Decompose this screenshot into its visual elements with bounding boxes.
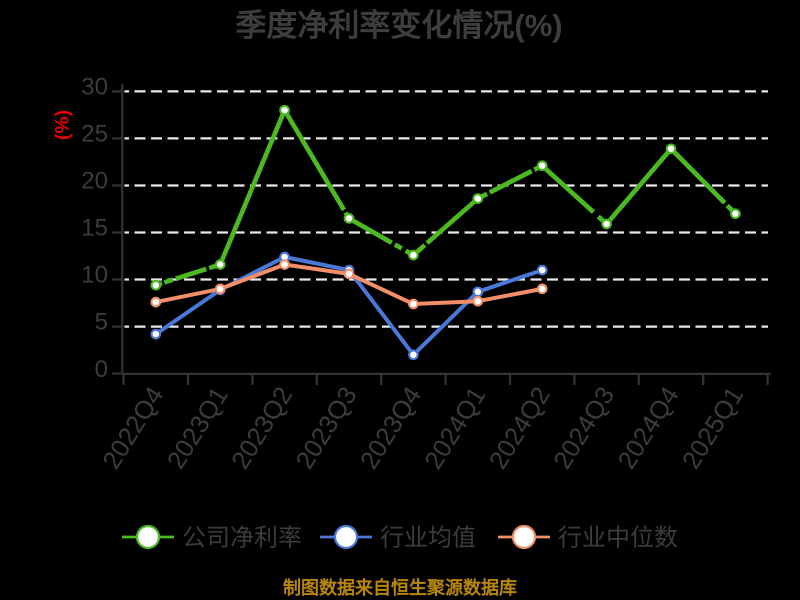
svg-text:(%): (%) — [51, 110, 73, 140]
svg-text:20: 20 — [81, 168, 108, 195]
svg-text:25: 25 — [81, 121, 108, 148]
svg-text:公司净利率: 公司净利率 — [182, 525, 302, 552]
svg-text:行业均值: 行业均值 — [380, 525, 476, 552]
svg-text:5: 5 — [95, 309, 108, 336]
svg-text:制图数据来自恒生聚源数据库: 制图数据来自恒生聚源数据库 — [283, 577, 517, 598]
svg-text:10: 10 — [81, 262, 108, 289]
svg-text:0: 0 — [95, 356, 108, 383]
svg-text:行业中位数: 行业中位数 — [558, 525, 678, 552]
svg-text:30: 30 — [81, 74, 108, 101]
svg-text:15: 15 — [81, 215, 108, 242]
svg-text:季度净利率变化情况(%): 季度净利率变化情况(%) — [235, 8, 562, 43]
